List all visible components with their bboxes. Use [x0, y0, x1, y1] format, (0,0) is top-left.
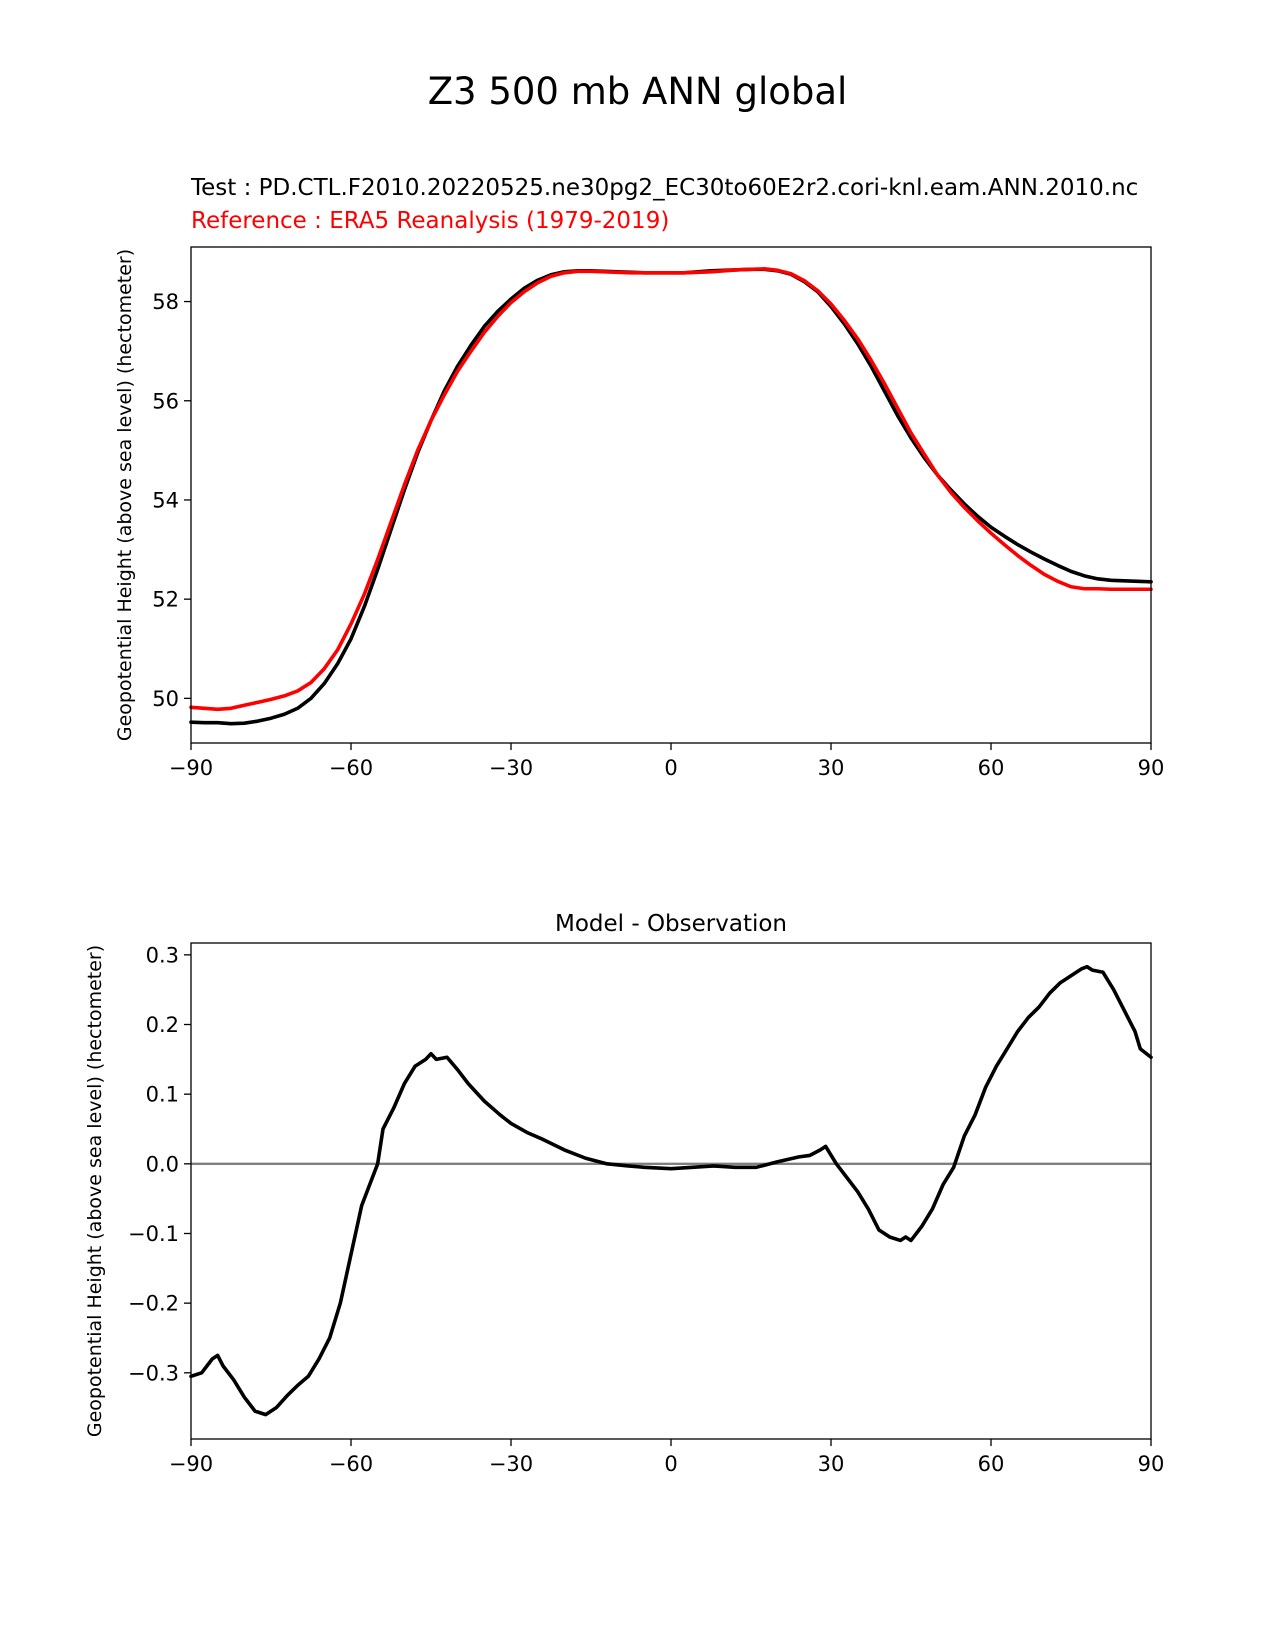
panel2-ytick-label: −0.2 — [128, 1292, 179, 1316]
panel2-ytick-label: 0.1 — [146, 1083, 179, 1107]
panel2-xtick-label: −60 — [329, 1452, 373, 1476]
panel1-xtick-label: 60 — [978, 756, 1005, 780]
panel1-xtick-label: 30 — [818, 756, 845, 780]
panel1-xtick-label: −90 — [169, 756, 213, 780]
panel2-ytick-label: −0.1 — [128, 1222, 179, 1246]
panel2-ytick-label: 0.3 — [146, 943, 179, 967]
panel2-xtick-label: −90 — [169, 1452, 213, 1476]
panel1-ytick-label: 54 — [152, 488, 179, 512]
panel2-title: Model - Observation — [555, 911, 787, 937]
panel2-series-difference — [189, 964, 1153, 1417]
panel2-xtick-label: 30 — [818, 1452, 845, 1476]
figure-suptitle: Z3 500 mb ANN global — [427, 70, 848, 113]
panel2-axes-frame — [190, 942, 1152, 1440]
panel2-ylabel: Geopotential Height (above sea level) (h… — [84, 945, 106, 1437]
panel1-ytick-label: 52 — [152, 588, 179, 612]
panel1-series-reference — [189, 267, 1153, 712]
panel1-ytick-label: 56 — [152, 389, 179, 413]
panel2-ytick-label: 0.2 — [146, 1013, 179, 1037]
panel1-xtick-label: −60 — [329, 756, 373, 780]
panel1-xtick-label: 90 — [1138, 756, 1165, 780]
panel1-ylabel: Geopotential Height (above sea level) (h… — [114, 249, 136, 741]
panel1-xtick-label: 0 — [664, 756, 677, 780]
reference-label: Reference : ERA5 Reanalysis (1979-2019) — [191, 208, 670, 234]
panel2-xtick-label: 90 — [1138, 1452, 1165, 1476]
panel1-xtick-label: −30 — [489, 756, 533, 780]
panel2-xtick-label: −30 — [489, 1452, 533, 1476]
panel2-ytick-label: −0.3 — [128, 1361, 179, 1385]
panel1-ytick-label: 58 — [152, 290, 179, 314]
panel1-ytick-label: 50 — [152, 687, 179, 711]
test-label: Test : PD.CTL.F2010.20220525.ne30pg2_EC3… — [191, 175, 1139, 201]
panel2-xtick-label: 60 — [978, 1452, 1005, 1476]
panel2-ytick-label: 0.0 — [146, 1152, 179, 1176]
panel2-xtick-label: 0 — [664, 1452, 677, 1476]
